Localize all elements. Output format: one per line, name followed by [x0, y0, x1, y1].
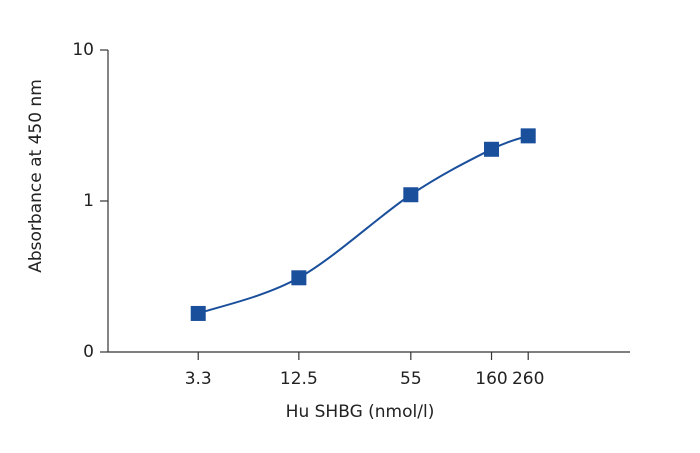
y-axis-label: Absorbance at 450 nm: [26, 79, 46, 273]
y-tick-label: 10: [72, 40, 94, 60]
marker: [190, 305, 206, 321]
x-tick-label: 3.3: [185, 369, 212, 389]
x-tick-label: 55: [400, 369, 422, 389]
marker: [403, 187, 419, 203]
marker: [520, 128, 536, 144]
x-tick-label: 160: [475, 369, 507, 389]
x-tick-label: 12.5: [280, 369, 318, 389]
y-tick-label: 1: [83, 191, 94, 211]
x-axis-label: Hu SHBG (nmol/l): [286, 402, 435, 422]
marker: [484, 141, 500, 157]
marker: [291, 270, 307, 286]
x-tick-label: 260: [512, 369, 544, 389]
y-tick-label: 0: [83, 342, 94, 362]
series-line: [197, 134, 529, 315]
